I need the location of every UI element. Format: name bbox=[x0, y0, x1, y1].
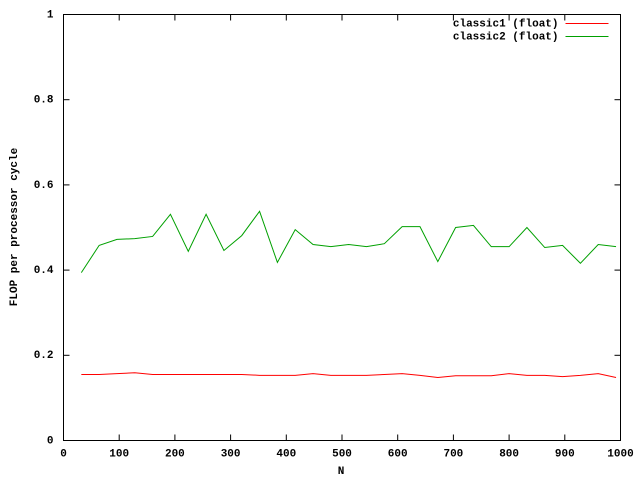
x-tick-label: 600 bbox=[388, 448, 408, 460]
x-tick-label: 500 bbox=[332, 448, 352, 460]
y-tick-label: 0.6 bbox=[34, 180, 54, 192]
data-line bbox=[80, 210, 617, 273]
x-tick-label: 900 bbox=[555, 448, 575, 460]
legend-label: classic1 (float) bbox=[453, 18, 559, 30]
x-tick-label: 100 bbox=[109, 448, 129, 460]
x-tick-label: 200 bbox=[165, 448, 185, 460]
x-tick-label: 400 bbox=[276, 448, 296, 460]
x-tick-label: 1000 bbox=[607, 448, 633, 460]
data-line bbox=[81, 372, 617, 378]
x-tick-label: 800 bbox=[499, 448, 519, 460]
x-tick-label: 0 bbox=[60, 448, 67, 460]
x-axis-label: N bbox=[338, 466, 345, 478]
y-tick-label: 1 bbox=[47, 9, 54, 21]
x-tick-label: 700 bbox=[443, 448, 463, 460]
y-tick-label: 0.2 bbox=[34, 350, 54, 362]
y-tick-label: 0 bbox=[47, 435, 54, 447]
plot-frame bbox=[63, 14, 621, 441]
y-axis-label: FLOP per processor cycle bbox=[9, 147, 21, 306]
y-tick-label: 0.4 bbox=[34, 265, 54, 277]
y-tick-label: 0.8 bbox=[34, 95, 54, 107]
legend-label: classic2 (float) bbox=[453, 31, 559, 43]
x-tick-label: 300 bbox=[221, 448, 241, 460]
